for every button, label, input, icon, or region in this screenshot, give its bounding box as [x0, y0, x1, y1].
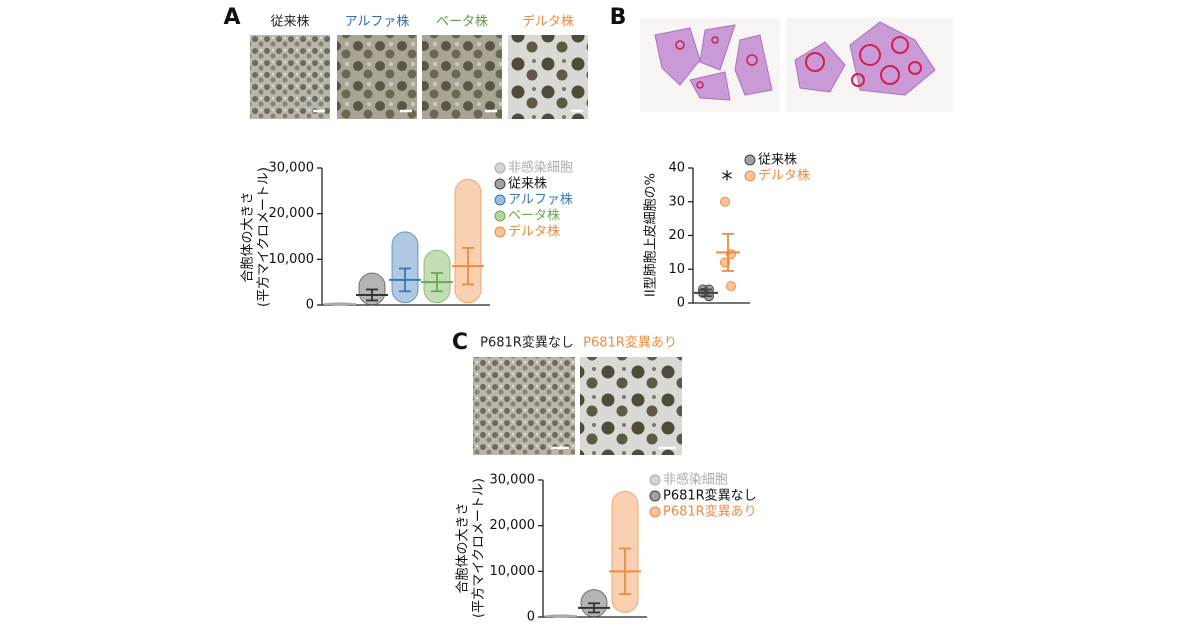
legend-marker: [649, 490, 661, 502]
y-tick-label: 0: [306, 298, 314, 313]
legend-label: アルファ株: [508, 193, 573, 208]
y-axis-label: 合胞体の大きさ: [241, 191, 256, 282]
legend-label: P681R変異なし: [663, 488, 757, 504]
legend-marker: [744, 154, 756, 166]
legend-label: ベータ株: [508, 209, 560, 224]
y-tick-label: 10: [668, 262, 685, 277]
panel-label: C: [452, 330, 468, 355]
legend-marker: [494, 194, 506, 206]
micrograph: [473, 357, 575, 455]
legend-marker: [494, 210, 506, 222]
y-tick-label: 30,000: [490, 473, 536, 488]
legend-label: 非感染細胞: [508, 160, 573, 176]
image-caption: ベータ株: [436, 15, 488, 30]
image-caption: 従来株: [270, 15, 309, 30]
y-axis-label: 合胞体の大きさ: [456, 502, 471, 593]
data-point: [726, 281, 736, 292]
y-tick-label: 40: [668, 161, 685, 176]
panel-label: A: [223, 5, 240, 30]
legend-label: 非感染細胞: [663, 472, 728, 488]
micrograph: [580, 357, 682, 455]
y-axis-label: II型肺胞上皮細胞の%: [644, 173, 659, 297]
image-caption: P681R変異あり: [583, 335, 677, 351]
distribution: [454, 178, 482, 304]
y-tick-label: 0: [527, 610, 535, 625]
lung-slides: [640, 18, 953, 112]
image-caption: アルファ株: [345, 15, 410, 30]
legend-marker: [494, 162, 506, 174]
legend-marker: [494, 178, 506, 190]
y-tick-label: 30: [668, 194, 685, 209]
significance-mark: *: [722, 168, 733, 193]
legend-label: 従来株: [508, 177, 547, 192]
y-tick-label: 20,000: [269, 206, 315, 221]
legend-label: デルタ株: [508, 224, 560, 240]
y-tick-label: 30,000: [269, 161, 315, 176]
micrograph: [337, 35, 417, 119]
legend-marker: [649, 474, 661, 486]
legend-marker: [494, 226, 506, 238]
legend-marker: [744, 170, 756, 182]
image-caption: デルタ株: [522, 14, 574, 30]
legend-label: デルタ株: [758, 168, 810, 184]
distribution: [391, 231, 419, 304]
image-caption: P681R変異なし: [480, 335, 574, 351]
micrograph: [422, 35, 502, 119]
y-tick-label: 0: [677, 296, 685, 311]
y-tick-label: 20,000: [490, 518, 536, 533]
micrograph: [250, 35, 330, 119]
micrograph: [508, 35, 588, 119]
panel-label: B: [610, 5, 627, 30]
y-axis-label: (平方マイクロメートル): [256, 167, 272, 307]
y-tick-label: 10,000: [490, 564, 536, 579]
micrographs: [250, 35, 682, 455]
legend-marker: [649, 506, 661, 518]
legend-label: 従来株: [758, 153, 797, 168]
y-tick-label: 10,000: [269, 252, 315, 267]
y-axis-label: (平方マイクロメートル): [471, 478, 487, 618]
legend-label: P681R変異あり: [663, 504, 757, 520]
y-tick-label: 20: [668, 228, 685, 243]
data-point: [720, 196, 730, 207]
